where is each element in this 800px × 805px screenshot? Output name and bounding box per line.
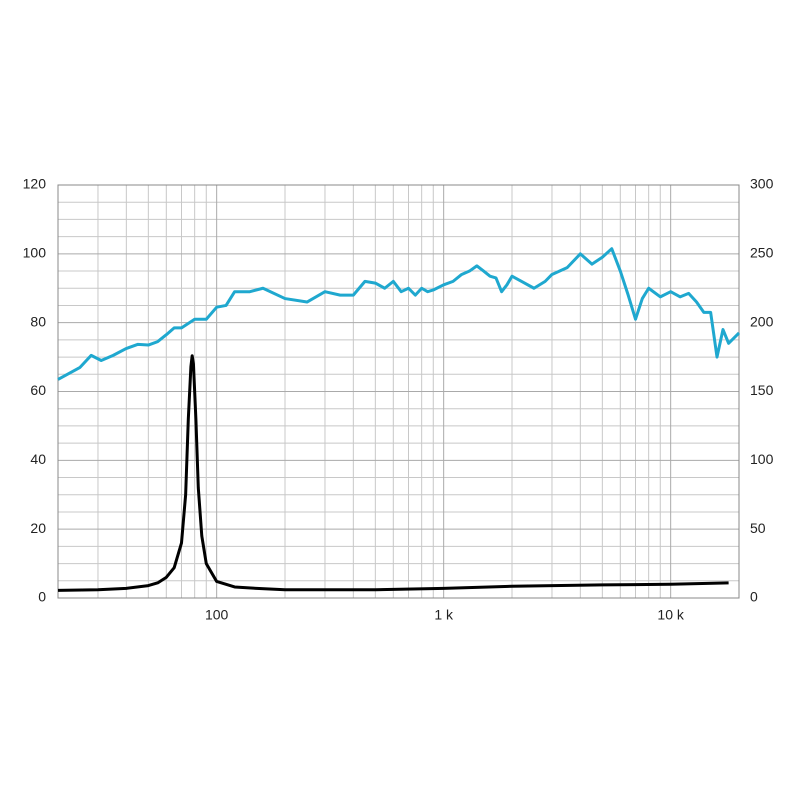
y-tick-label: 100 xyxy=(23,245,47,261)
y-tick-label: 120 xyxy=(23,176,47,192)
x-tick-label: 10 k xyxy=(657,607,684,623)
series-line xyxy=(57,247,741,381)
y-tick-label: 80 xyxy=(30,313,46,329)
y2-tick-label: 200 xyxy=(750,313,774,329)
y2-tick-label: 50 xyxy=(750,520,766,536)
x-tick-label: 1 k xyxy=(434,607,454,623)
y2-tick-label: 100 xyxy=(750,451,774,467)
y2-tick-label: 0 xyxy=(750,589,758,605)
y-tick-label: 60 xyxy=(30,382,46,398)
y2-tick-label: 250 xyxy=(750,245,774,261)
y-tick-label: 40 xyxy=(30,451,46,467)
x-tick-label: 100 xyxy=(205,607,229,623)
y2-tick-label: 150 xyxy=(750,382,774,398)
y-tick-label: 20 xyxy=(30,520,46,536)
y2-tick-label: 300 xyxy=(750,176,774,192)
plot-frame xyxy=(57,184,740,599)
series-line xyxy=(57,354,729,592)
y-tick-label: 0 xyxy=(38,589,46,605)
